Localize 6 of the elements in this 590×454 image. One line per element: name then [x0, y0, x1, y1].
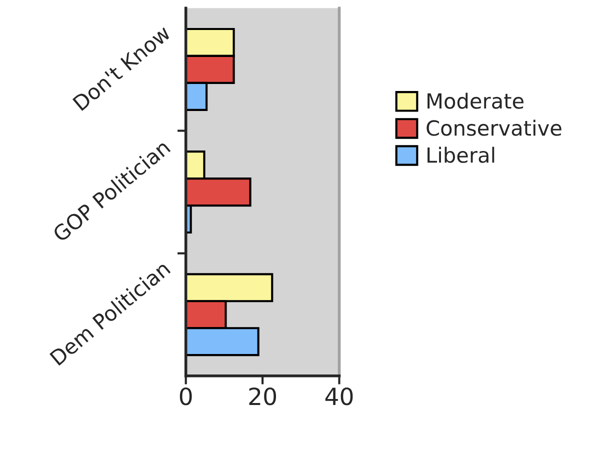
legend-label: Liberal: [428, 146, 494, 163]
x-tick-label: 0: [180, 387, 192, 406]
x-tick-label: 20: [249, 387, 276, 406]
legend-label: Conservative: [426, 120, 562, 136]
legend-label: Moderate: [428, 92, 524, 109]
x-tick-label: 40: [325, 387, 353, 406]
